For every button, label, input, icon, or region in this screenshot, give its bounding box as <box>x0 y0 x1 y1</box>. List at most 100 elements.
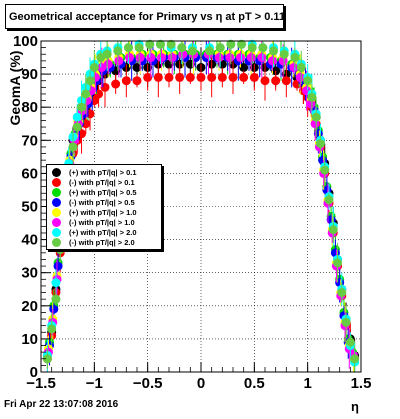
data-point <box>47 324 57 334</box>
data-point <box>328 225 338 235</box>
data-point <box>337 288 347 298</box>
data-point <box>249 72 259 82</box>
data-point <box>271 76 281 86</box>
data-point <box>306 99 316 109</box>
data-point <box>205 46 215 56</box>
data-point <box>132 62 142 72</box>
legend-entry: (+) with pT/|q| > 0.5 <box>47 188 161 198</box>
legend-entry: (-) with pT/|q| > 1.0 <box>47 218 161 228</box>
data-point <box>217 72 227 82</box>
legend-label: (-) with pT/|q| > 1.0 <box>69 218 135 227</box>
x-axis-label: η <box>351 399 359 414</box>
data-point <box>214 53 224 63</box>
data-point <box>341 317 351 327</box>
data-point <box>135 53 145 63</box>
data-point <box>85 76 95 86</box>
data-point <box>324 195 334 205</box>
data-point <box>239 62 249 72</box>
data-point <box>289 62 299 72</box>
x-tick-label: −1 <box>86 375 103 392</box>
data-point <box>121 76 131 86</box>
data-point <box>239 72 249 82</box>
data-point <box>49 304 59 314</box>
data-point <box>307 92 317 102</box>
data-point <box>164 72 174 82</box>
y-tick-label: 50 <box>21 199 38 216</box>
y-tick-label: 60 <box>21 165 38 182</box>
data-point <box>155 39 165 49</box>
data-point <box>113 46 123 56</box>
data-point <box>311 112 321 122</box>
data-point <box>77 102 87 112</box>
data-point <box>167 53 177 63</box>
data-point <box>125 53 135 63</box>
y-tick-label: 70 <box>21 132 38 149</box>
legend-entry: (+) with pT/|q| > 1.0 <box>47 208 161 218</box>
legend-label: (+) with pT/|q| > 1.0 <box>69 208 137 217</box>
y-tick-label: 100 <box>13 33 38 50</box>
data-point <box>103 59 113 69</box>
legend-label: (+) with pT/|q| > 0.1 <box>69 168 137 177</box>
legend-entry: (-) with pT/|q| > 0.5 <box>47 198 161 208</box>
legend-label: (+) with pT/|q| > 0.5 <box>69 188 137 197</box>
legend-entry: (+) with pT/|q| > 2.0 <box>47 228 161 238</box>
y-tick-label: 20 <box>21 298 38 315</box>
data-point <box>53 261 63 271</box>
data-point <box>260 76 270 86</box>
x-tick-label: 1 <box>303 375 311 392</box>
data-point <box>51 294 61 304</box>
data-point <box>207 72 217 82</box>
y-tick-label: 0 <box>30 364 38 381</box>
legend-marker <box>52 238 61 247</box>
data-point <box>89 62 99 72</box>
data-point <box>215 43 225 53</box>
data-point <box>185 72 195 82</box>
timestamp-footer: Fri Apr 22 13:07:08 2016 <box>4 399 119 410</box>
data-point <box>178 49 188 59</box>
data-point <box>166 39 176 49</box>
data-point <box>81 89 91 99</box>
data-point <box>196 72 206 82</box>
data-point <box>345 337 355 347</box>
data-point <box>257 53 267 63</box>
legend-marker <box>52 228 61 237</box>
data-point <box>102 49 112 59</box>
data-point <box>72 122 82 132</box>
data-point <box>114 56 124 66</box>
data-point <box>290 53 300 63</box>
data-point <box>279 49 289 59</box>
data-point <box>146 53 156 63</box>
data-point <box>134 43 144 53</box>
data-point <box>310 119 320 129</box>
data-point <box>228 72 238 82</box>
legend-marker <box>52 188 61 197</box>
data-point <box>68 142 78 152</box>
data-point <box>143 72 153 82</box>
data-point <box>51 278 61 288</box>
legend-marker <box>52 208 61 217</box>
axes: −1.5 −1 −0.5 0 0.5 1 1.5 0 10 20 30 40 50 60 70 80 90 100… <box>7 33 371 414</box>
data-point <box>225 53 235 63</box>
legend-label: (-) with pT/|q| > 0.5 <box>69 198 135 207</box>
data-point <box>111 79 121 89</box>
y-tick-label: 90 <box>21 66 38 83</box>
y-axis-label: GeomA (%) <box>7 51 23 126</box>
legend-entry: (-) with pT/|q| > 2.0 <box>47 238 161 248</box>
y-tick-label: 40 <box>21 232 38 249</box>
legend-entry: (+) with pT/|q| > 0.1 <box>47 168 161 178</box>
data-point <box>278 56 288 66</box>
x-tick-label: 0.5 <box>244 375 265 392</box>
data-point <box>132 76 142 86</box>
x-tick-label: 0 <box>197 375 205 392</box>
data-point <box>267 56 277 66</box>
series-7 <box>42 39 360 372</box>
data-point <box>157 53 167 63</box>
data-point <box>226 39 236 49</box>
x-tick-label: 1.5 <box>351 375 372 392</box>
data-point <box>258 43 268 53</box>
data-point <box>72 112 82 122</box>
data-point <box>145 39 155 49</box>
chart-title: Geometrical acceptance for Primary vs η … <box>5 4 285 29</box>
data-point <box>42 354 52 364</box>
